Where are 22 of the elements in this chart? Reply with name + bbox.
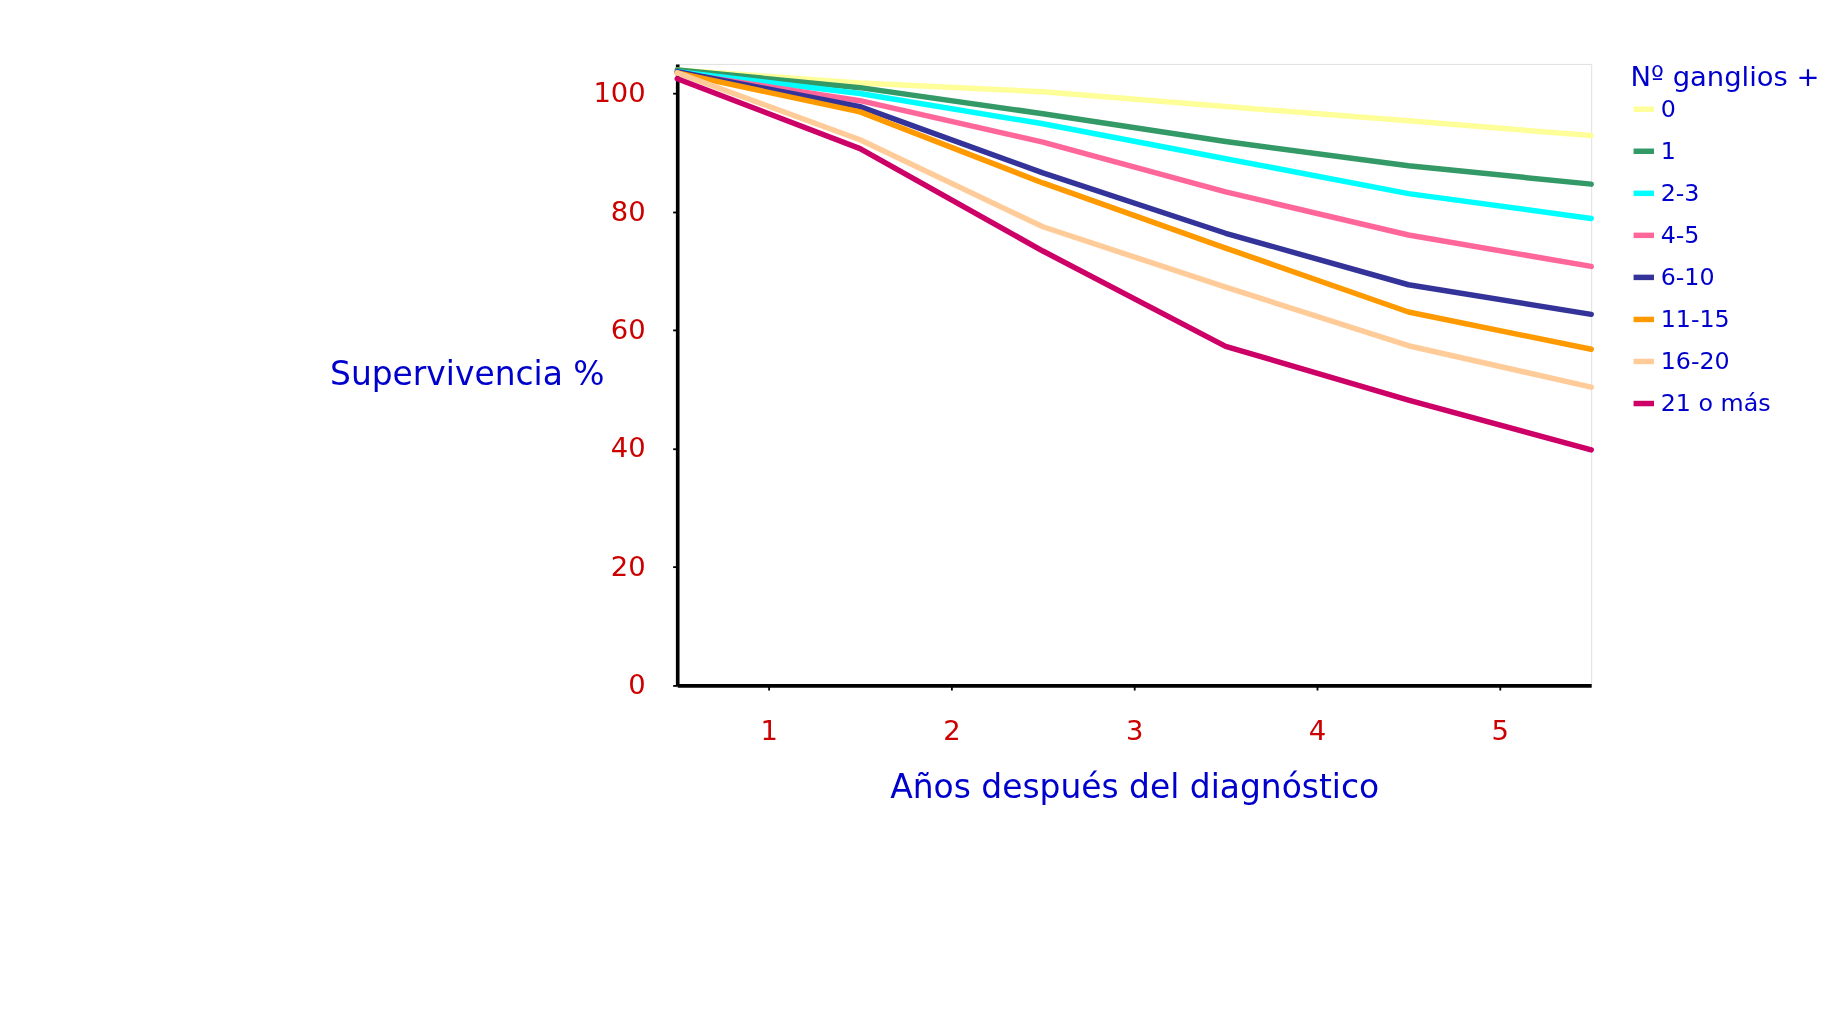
legend-label: 11-15 [1660, 304, 1730, 333]
y-tick-label: 80 [610, 195, 646, 227]
y-tick-label: 40 [610, 432, 646, 464]
legend-label: 21 o más [1660, 388, 1771, 417]
x-tick-label: 1 [760, 714, 778, 746]
legend-title: Nº ganglios + [1630, 60, 1820, 92]
y-tick-label: 0 [628, 669, 646, 701]
x-tick-label: 2 [943, 714, 961, 746]
x-tick-label: 3 [1125, 714, 1144, 746]
y-tick-label: 100 [593, 77, 646, 109]
legend-label: 1 [1660, 136, 1676, 165]
x-tick-label: 4 [1308, 714, 1327, 746]
legend-label: 6-10 [1660, 262, 1715, 291]
y-axis-title: Supervivencia % [330, 354, 605, 394]
y-tick-label: 60 [610, 314, 646, 346]
legend-label: 2-3 [1660, 178, 1700, 207]
legend-label: 16-20 [1660, 346, 1730, 375]
legend-label: 4-5 [1660, 220, 1700, 249]
y-tick-label: 20 [610, 550, 646, 582]
legend-label: 0 [1660, 94, 1676, 123]
x-tick-label: 5 [1491, 714, 1510, 746]
x-axis-title: Años después del diagnóstico [890, 767, 1380, 807]
